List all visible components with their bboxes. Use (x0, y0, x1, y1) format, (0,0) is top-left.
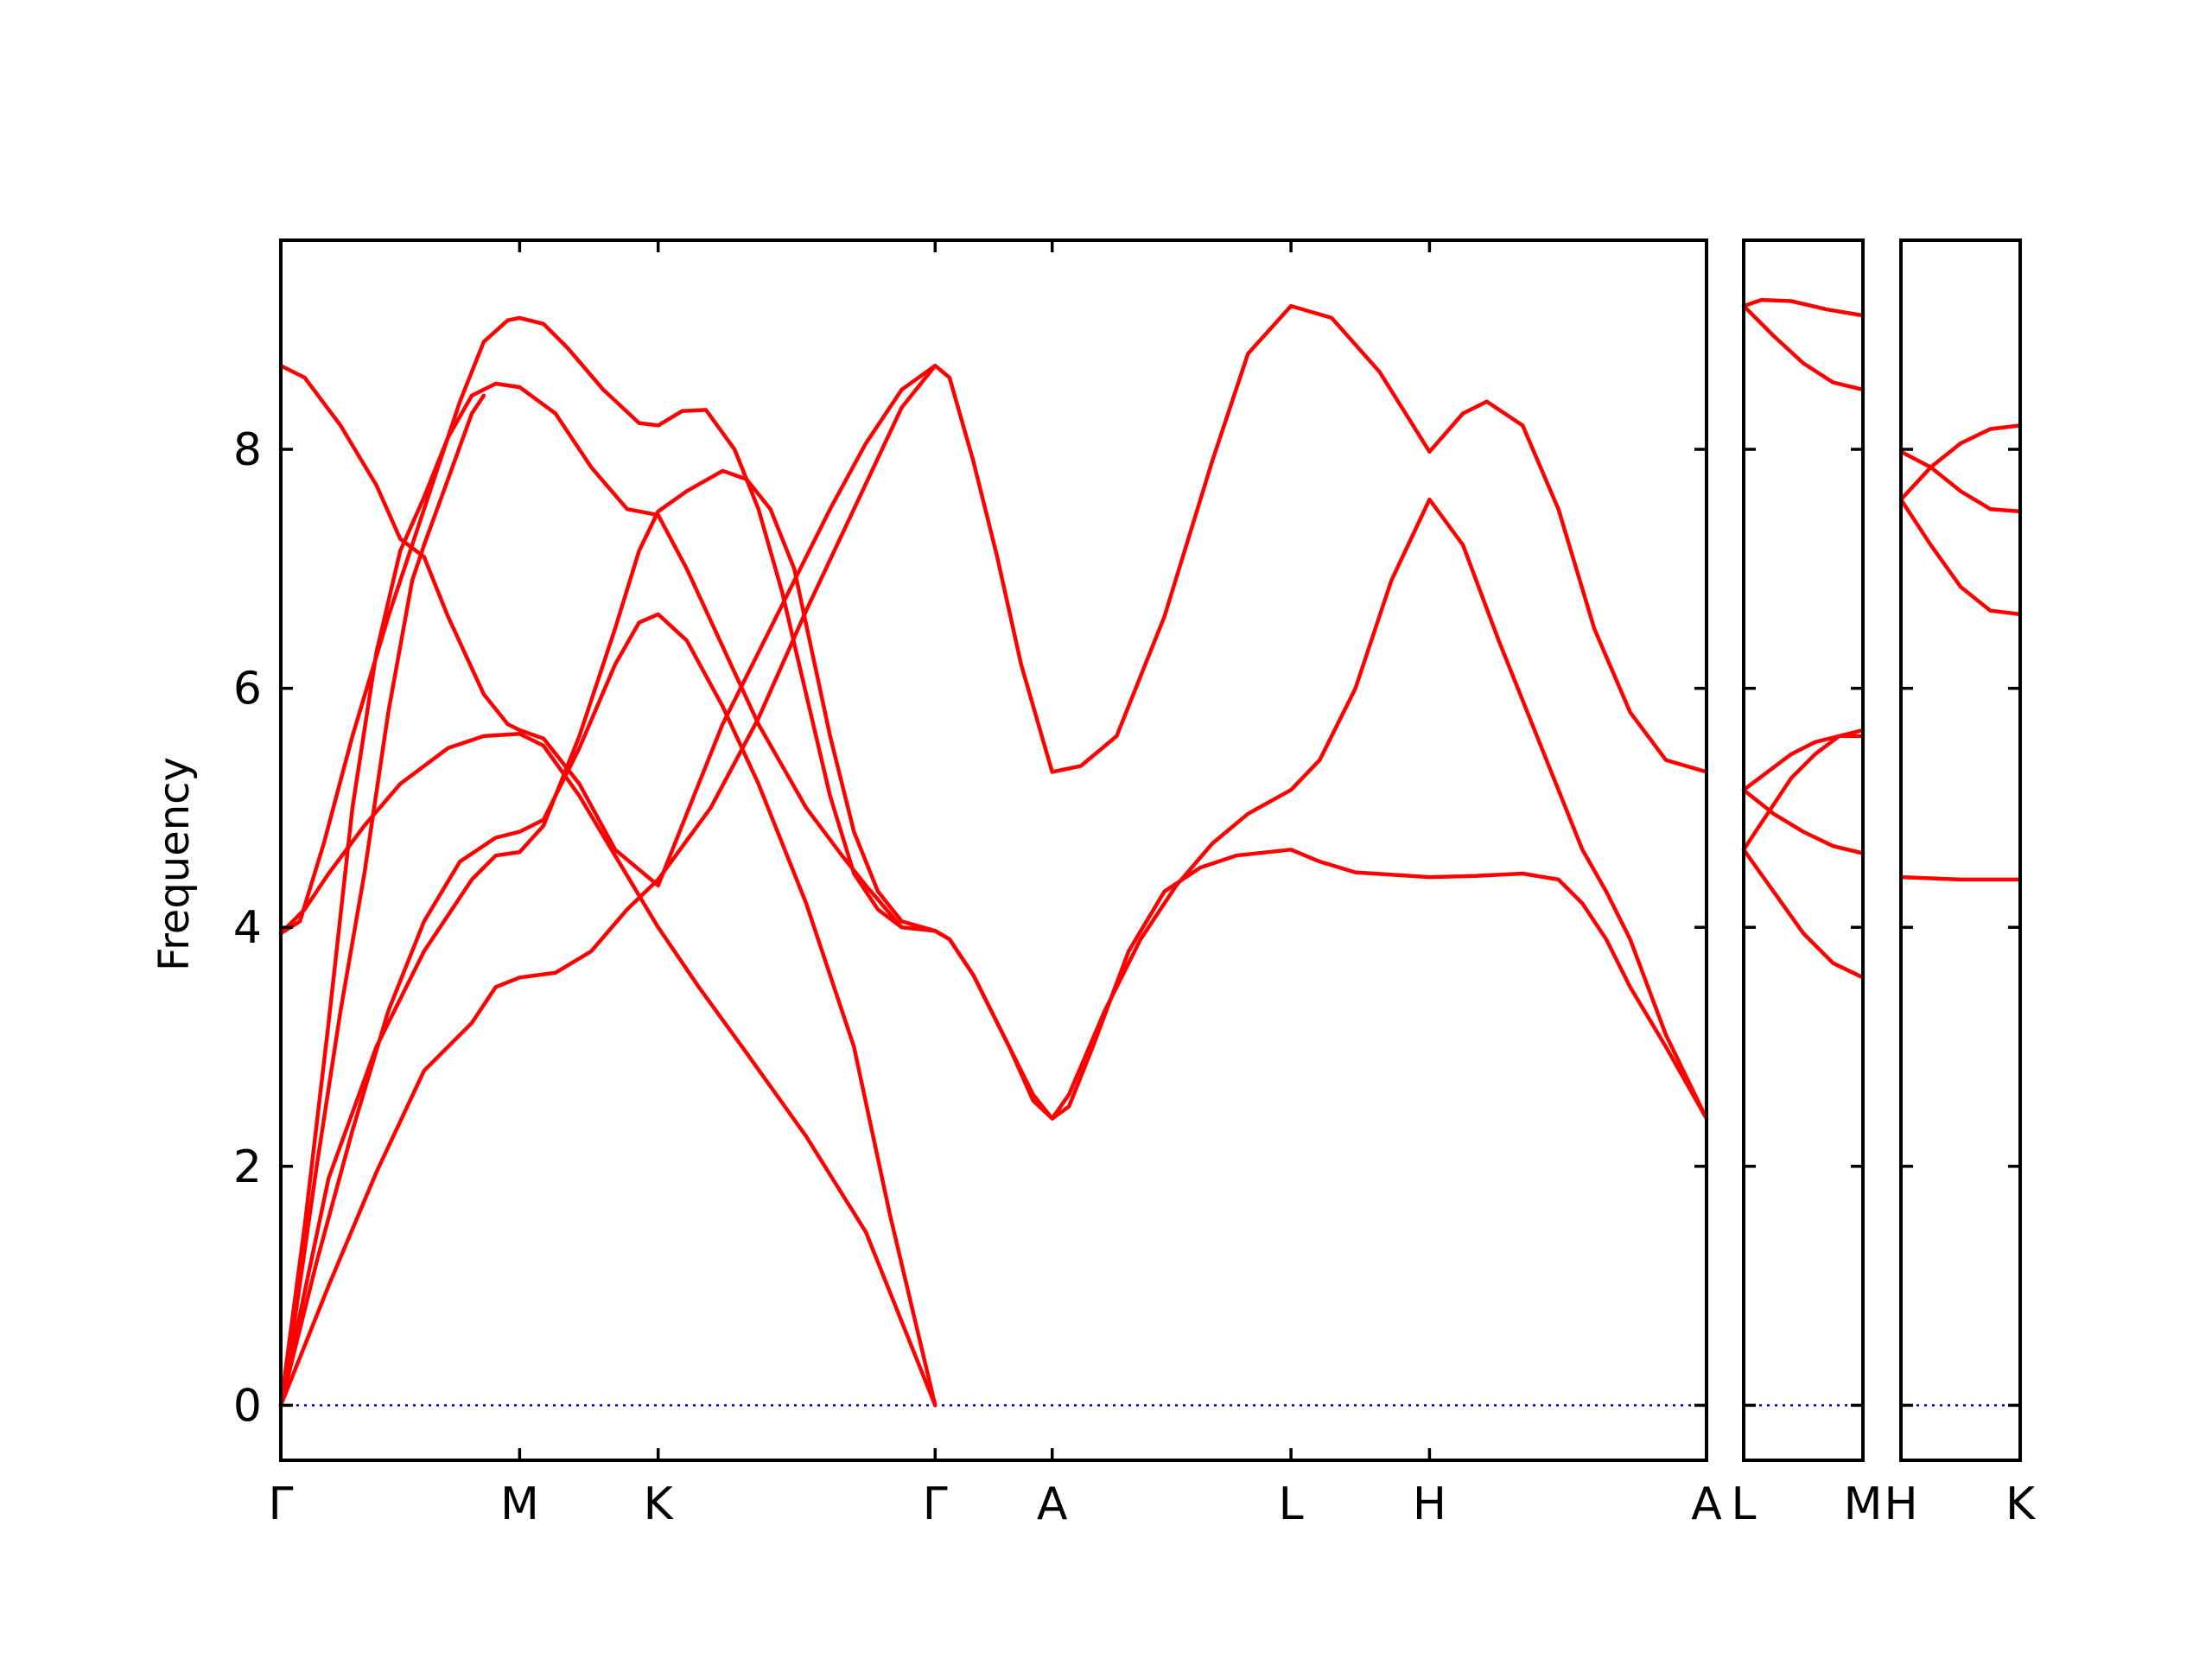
x-tick-label: M (500, 1478, 539, 1530)
plot-frame (279, 238, 1708, 1462)
y-axis-label-group: Frequency (150, 757, 199, 971)
band-line-3 (278, 381, 1709, 1408)
x-tick-label: A (1691, 1478, 1722, 1530)
x-tick-label: L (1279, 1478, 1304, 1530)
band-line-2 (278, 468, 1709, 1408)
band-line-1 (1741, 297, 1866, 318)
x-tick-label: H (1884, 1478, 1917, 1530)
band-line-2 (1898, 423, 2023, 502)
y-tick-label: 0 (233, 1380, 262, 1432)
band-line-1 (1898, 449, 2023, 514)
y-tick-label: 4 (233, 902, 262, 954)
band-line-1 (278, 303, 1709, 1408)
band-line-6 (1741, 848, 1866, 980)
band-line-3 (1898, 497, 2023, 617)
band-line-4 (1741, 728, 1866, 852)
x-tick-label: M (1844, 1478, 1883, 1530)
x-tick-label: H (1413, 1478, 1446, 1530)
band-line-2 (1741, 303, 1866, 392)
band-line-4 (1898, 874, 2023, 882)
y-tick-label: 2 (233, 1141, 262, 1193)
x-tick-label: Γ (269, 1478, 294, 1530)
x-tick-label: A (1037, 1478, 1068, 1530)
panel-1: 0 2 4 6 8 Γ M K Γ A L H A (233, 238, 1722, 1530)
x-tick-label: K (2005, 1478, 2037, 1530)
y-axis-label: Frequency (150, 757, 199, 971)
plot-frame (1899, 238, 2022, 1462)
band-line-3 (1741, 734, 1866, 792)
band-line-6 (278, 315, 938, 936)
band-line-5 (278, 731, 938, 1408)
band-line-5 (1741, 787, 1866, 855)
y-tick-label: 6 (233, 664, 262, 715)
band-line-7 (278, 363, 938, 888)
band-line-4 (278, 612, 938, 1408)
y-tick-label: 8 (233, 424, 262, 476)
band-line-8 (278, 393, 486, 1408)
x-tick-label: Γ (923, 1478, 948, 1530)
plot-frame (1742, 238, 1865, 1462)
x-tick-label: L (1732, 1478, 1757, 1530)
x-tick-label: K (644, 1478, 675, 1530)
